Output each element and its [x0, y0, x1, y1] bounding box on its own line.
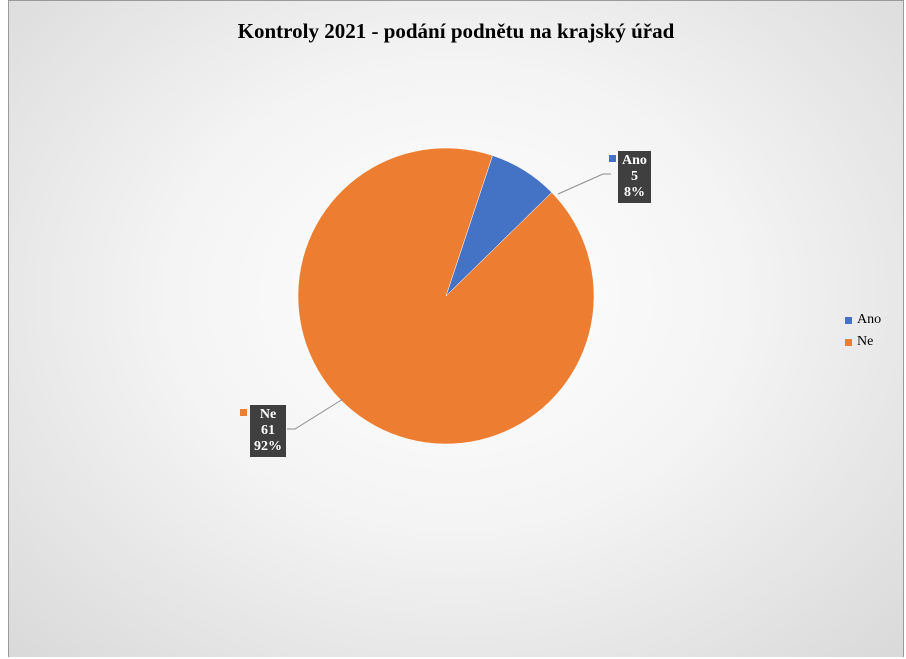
- legend-swatch-ne: [845, 338, 852, 346]
- legend-label-ne: Ne: [857, 334, 874, 349]
- chart-area: Kontroly 2021 - podání podnětu na krajsk…: [8, 0, 904, 657]
- data-label-ano-percent: 8%: [623, 185, 645, 200]
- legend-item-ano: Ano: [845, 309, 881, 331]
- legend: Ano Ne: [845, 309, 881, 353]
- legend-label-ano: Ano: [857, 312, 882, 327]
- data-label-ne-percent: 92%: [254, 439, 282, 454]
- chart-title: Kontroly 2021 - podání podnětu na krajsk…: [237, 19, 675, 43]
- legend-item-ne: Ne: [845, 331, 881, 353]
- data-label-ano-value: 5: [630, 169, 638, 184]
- leader-line-ano: [557, 173, 611, 195]
- data-label-ano-name: Ano: [622, 153, 647, 168]
- data-label-ne-name: Ne: [259, 407, 277, 422]
- data-label-ano: Ano 5 8%: [618, 151, 651, 203]
- legend-swatch-ano: [845, 316, 852, 324]
- data-label-ne: Ne 61 92%: [250, 405, 286, 457]
- pie-slice-ne: [297, 147, 595, 445]
- pie-chart: [287, 147, 611, 445]
- leader-line-ne: [287, 398, 344, 430]
- label-key-ano: [609, 155, 616, 162]
- label-key-ne: [240, 409, 247, 416]
- data-label-ne-value: 61: [261, 423, 275, 438]
